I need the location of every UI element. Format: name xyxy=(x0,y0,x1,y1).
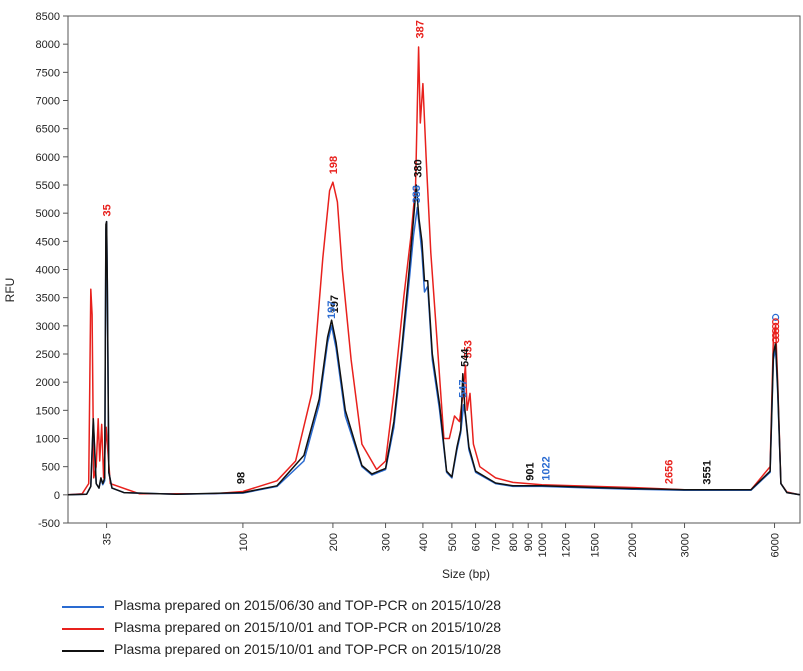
peak-label: 3551 xyxy=(701,460,713,484)
peak-marker xyxy=(772,318,780,326)
y-tick-label: 4000 xyxy=(36,265,60,277)
x-tick-label: 900 xyxy=(523,533,535,551)
y-tick-label: 6000 xyxy=(36,152,60,164)
x-tick-label: 3000 xyxy=(680,533,692,557)
y-tick-label: 7500 xyxy=(36,67,60,79)
y-tick-label: 5000 xyxy=(36,208,60,220)
y-axis-label: RFU xyxy=(3,278,17,303)
legend-swatch xyxy=(62,650,104,652)
y-tick-label: 1000 xyxy=(36,434,60,446)
peak-label: 380 xyxy=(413,159,425,177)
x-tick-label: 200 xyxy=(328,533,340,551)
y-tick-label: -500 xyxy=(38,518,60,530)
y-axis: -500 0 500 1000 1500 2000 2500 3000 3500 4000 4500… xyxy=(36,11,68,530)
legend-swatch xyxy=(62,628,104,630)
series-line xyxy=(67,184,801,496)
peak-label: 197 xyxy=(329,295,341,313)
x-tick-label: 6000 xyxy=(770,533,782,557)
plot-area xyxy=(67,15,801,524)
y-tick-label: 0 xyxy=(54,490,60,502)
peak-marker xyxy=(772,336,780,344)
series-line xyxy=(67,46,801,496)
plot-frame xyxy=(67,15,801,524)
x-tick-label: 700 xyxy=(491,533,503,551)
series-layer xyxy=(67,46,801,496)
marker-layer xyxy=(772,313,780,344)
peak-marker xyxy=(772,322,780,330)
x-tick-label: 1500 xyxy=(590,533,602,557)
y-tick-label: 5500 xyxy=(36,180,60,192)
y-tick-label: 3000 xyxy=(36,321,60,333)
peak-marker xyxy=(772,313,780,321)
y-tick-label: 6500 xyxy=(36,124,60,136)
peak-label: 35 xyxy=(102,204,114,216)
peak-label: 544 xyxy=(459,348,471,367)
legend-label: Plasma prepared on 2015/10/01 and TOP-PC… xyxy=(114,619,502,635)
chart: -500 0 500 1000 1500 2000 2500 3000 3500 4000 4500… xyxy=(3,11,801,581)
x-axis-label: Size (bp) xyxy=(442,567,490,581)
x-tick-label: 35 xyxy=(102,533,114,545)
x-tick-label: 300 xyxy=(381,533,393,551)
peak-label: 553 xyxy=(463,340,475,358)
legend-swatch xyxy=(62,606,104,608)
peak-label: 198 xyxy=(328,156,340,174)
x-tick-label: 1000 xyxy=(537,533,549,557)
peak-label: 197 xyxy=(326,301,338,319)
legend-label: Plasma prepared on 2015/10/01 and TOP-PC… xyxy=(114,641,502,657)
y-tick-label: 7000 xyxy=(36,96,60,108)
peak-label: 1022 xyxy=(541,456,553,480)
peak-marker xyxy=(772,331,780,340)
x-tick-label: 100 xyxy=(238,533,250,551)
peak-label: 2656 xyxy=(664,460,676,484)
peak-label: 98 xyxy=(235,472,247,484)
x-tick-label: 2000 xyxy=(627,533,639,557)
x-tick-label: 800 xyxy=(508,533,520,551)
x-axis: 35 100 200 300 400 500 600 700 800 900 1000 1200 150… xyxy=(102,523,782,557)
legend-label: Plasma prepared on 2015/06/30 and TOP-PC… xyxy=(114,597,502,613)
y-tick-label: 2500 xyxy=(36,349,60,361)
peak-label: 387 xyxy=(415,20,427,38)
x-tick-label: 400 xyxy=(418,533,430,551)
y-tick-label: 8500 xyxy=(36,11,60,23)
peak-label: 547 xyxy=(458,380,470,398)
peak-label: 901 xyxy=(525,462,537,480)
y-tick-label: 8000 xyxy=(36,39,60,51)
x-tick-label: 500 xyxy=(447,533,459,551)
y-tick-label: 3500 xyxy=(36,293,60,305)
x-tick-label: 600 xyxy=(471,533,483,551)
y-tick-label: 500 xyxy=(42,462,60,474)
peak-marker xyxy=(772,327,780,335)
y-tick-label: 1500 xyxy=(36,405,60,417)
x-tick-label: 1200 xyxy=(561,533,573,557)
y-tick-label: 2000 xyxy=(36,377,60,389)
peak-label: 383 xyxy=(411,185,423,203)
series-line xyxy=(67,206,801,496)
y-tick-label: 4500 xyxy=(36,236,60,248)
